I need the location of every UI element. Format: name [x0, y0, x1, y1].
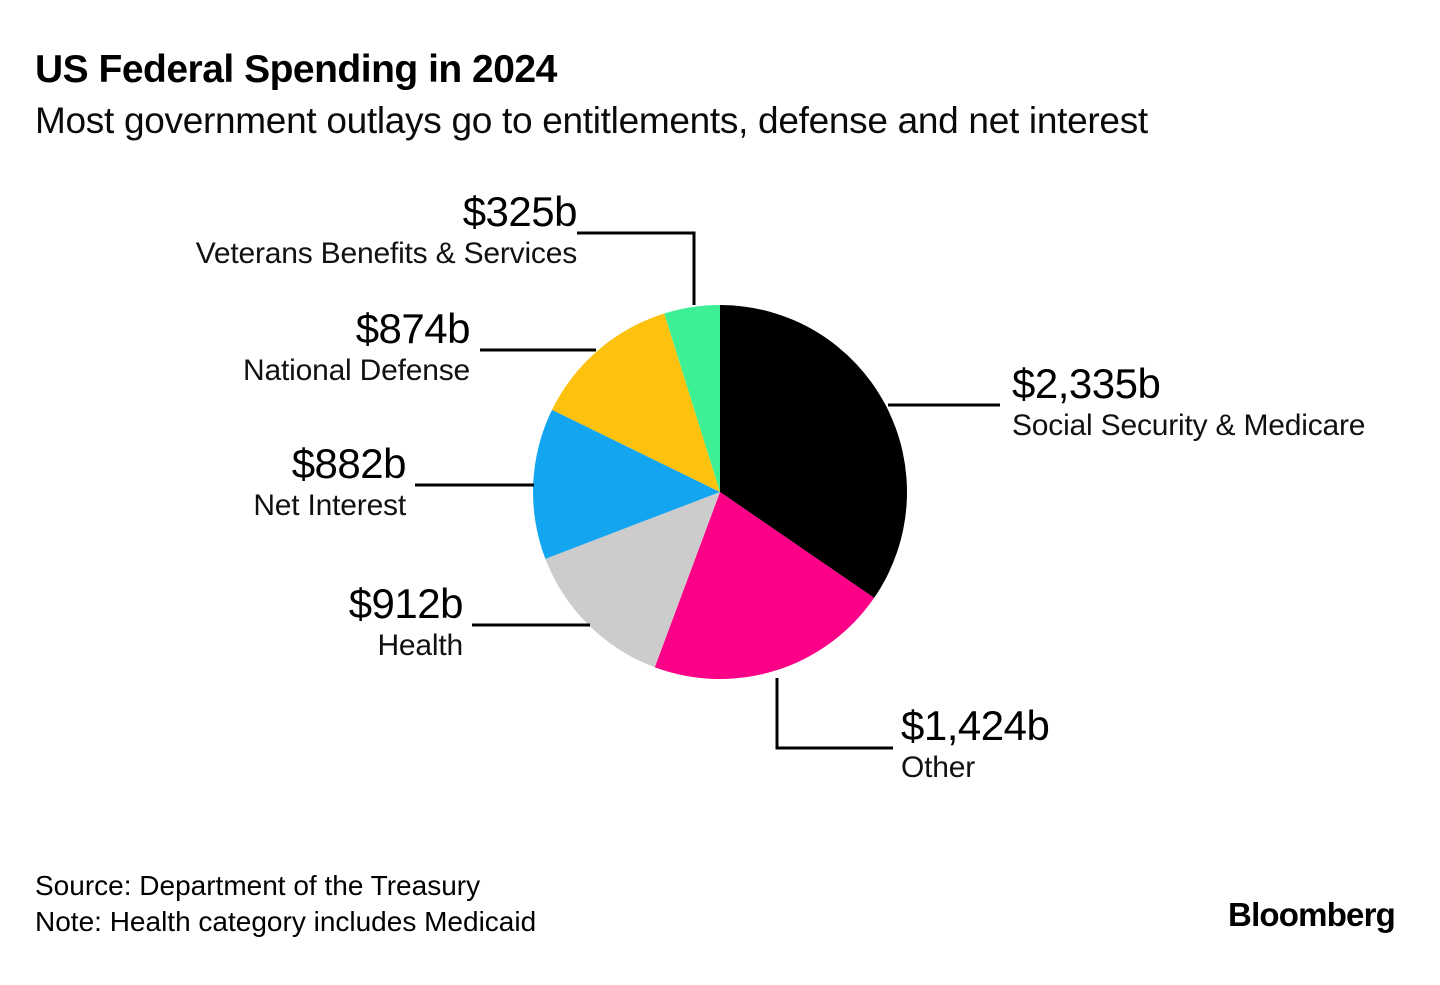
- slice-value: $2,335b: [1012, 360, 1161, 407]
- pie-slice-net-interest: [533, 409, 720, 559]
- slice-value: $325b: [462, 188, 578, 235]
- pie-slice-health: [545, 492, 720, 668]
- chart-title: US Federal Spending in 2024: [35, 48, 557, 91]
- leader-veterans-benefits-services: [577, 231, 696, 305]
- chart-footnotes: Source: Department of the Treasury Note:…: [35, 868, 536, 940]
- chart-subtitle: Most government outlays go to entitlemen…: [35, 100, 1148, 141]
- slice-value: $874b: [355, 305, 471, 352]
- slice-category: Other: [901, 751, 976, 784]
- slice-value: $882b: [291, 440, 407, 487]
- slice-category: Net Interest: [253, 489, 406, 522]
- label-other: $1,424b Other: [901, 702, 1050, 785]
- bloomberg-logo: Bloomberg: [1228, 896, 1396, 933]
- pie-slice-other: [654, 492, 875, 680]
- slice-category: Social Security & Medicare: [1012, 409, 1366, 442]
- slice-value: $912b: [348, 580, 464, 627]
- label-veterans-benefits-services: $325b Veterans Benefits & Services: [195, 188, 578, 271]
- pie-slices: [533, 305, 908, 680]
- slice-category: Health: [377, 629, 463, 662]
- label-health: $912b Health: [348, 580, 464, 663]
- pie-slice-social-security-medicare: [720, 305, 908, 598]
- note-line: Note: Health category includes Medicaid: [35, 906, 537, 937]
- slice-category: National Defense: [243, 354, 470, 387]
- label-social-security-medicare: $2,335b Social Security & Medicare: [1012, 360, 1366, 443]
- source-line: Source: Department of the Treasury: [35, 870, 481, 901]
- slice-category: Veterans Benefits & Services: [195, 237, 577, 270]
- label-net-interest: $882b Net Interest: [253, 440, 407, 523]
- pie-slice-national-defense: [552, 313, 720, 492]
- slice-value: $1,424b: [901, 702, 1050, 749]
- leader-other: [775, 678, 893, 750]
- pie-slice-veterans-benefits-services: [664, 305, 720, 492]
- label-national-defense: $874b National Defense: [243, 305, 471, 388]
- leader-lines: [415, 231, 1000, 750]
